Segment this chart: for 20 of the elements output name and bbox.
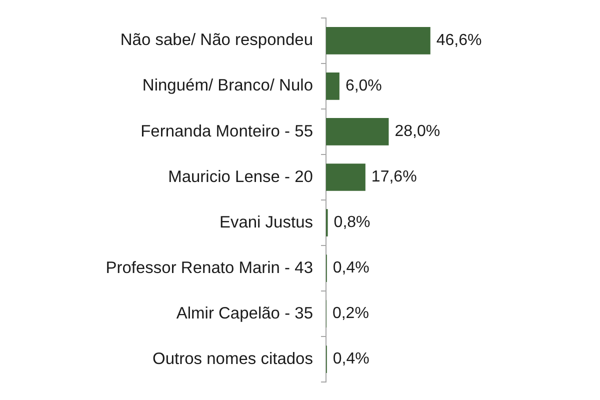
y-tick-label: Não sabe/ Não respondeu bbox=[120, 31, 313, 50]
y-tick-label: Ninguém/ Branco/ Nulo bbox=[142, 76, 313, 95]
bar bbox=[326, 27, 430, 54]
data-label: 0,2% bbox=[332, 305, 369, 322]
y-tick-label: Professor Renato Marin - 43 bbox=[106, 258, 313, 277]
data-label: 28,0% bbox=[394, 123, 440, 140]
data-label: 6,0% bbox=[345, 78, 382, 95]
bar bbox=[326, 164, 366, 191]
y-tick-label: Fernanda Monteiro - 55 bbox=[140, 122, 313, 140]
y-tick-label: Mauricio Lense - 20 bbox=[168, 168, 313, 186]
bar bbox=[326, 72, 340, 100]
data-label: 0,8% bbox=[334, 214, 370, 232]
data-label: 17,6% bbox=[371, 168, 417, 186]
y-tick-label: Evani Justus bbox=[219, 213, 313, 232]
bar bbox=[326, 118, 389, 146]
data-label: 46,6% bbox=[436, 32, 482, 50]
data-label: 0,4% bbox=[332, 350, 370, 368]
y-tick-label: Almir Capelão - 35 bbox=[176, 304, 313, 322]
y-tick-label: Outros nomes citados bbox=[152, 350, 313, 368]
data-label: 0,4% bbox=[332, 260, 370, 277]
